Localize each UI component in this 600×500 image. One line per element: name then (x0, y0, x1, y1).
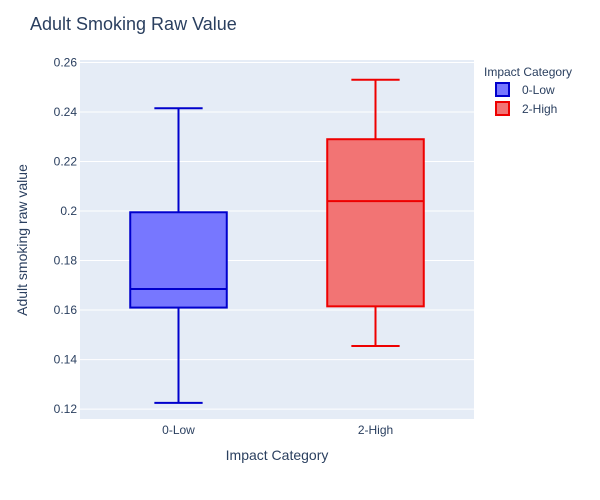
x-tick-label: 0-Low (162, 423, 195, 437)
y-axis-ticks: 0.12 0.14 0.16 0.18 0.2 0.22 0.24 0.26 (54, 55, 78, 416)
boxes (129, 78, 425, 404)
iqr-box (326, 138, 425, 308)
legend-label: 2-High (522, 102, 557, 116)
y-tick-label: 0.16 (54, 303, 78, 317)
x-axis-ticks: 0-Low 2-High (162, 423, 393, 437)
y-tick-label: 0.14 (54, 353, 78, 367)
y-tick-label: 0.24 (54, 105, 78, 119)
y-tick-label: 0.2 (60, 204, 77, 218)
y-tick-label: 0.26 (54, 55, 78, 69)
y-tick-label: 0.22 (54, 155, 78, 169)
legend[interactable]: Impact Category 0-Low 2-High (484, 65, 572, 116)
legend-swatch (495, 101, 510, 116)
box-2-High[interactable] (326, 78, 425, 347)
legend-label: 0-Low (522, 83, 555, 97)
x-tick-label: 2-High (358, 423, 393, 437)
box-0-Low[interactable] (129, 107, 228, 404)
y-tick-label: 0.12 (54, 402, 78, 416)
x-axis-title: Impact Category (226, 447, 329, 463)
chart-title: Adult Smoking Raw Value (30, 14, 237, 34)
legend-title: Impact Category (484, 65, 572, 79)
iqr-box (129, 211, 228, 309)
y-axis-title: Adult smoking raw value (14, 164, 30, 316)
legend-swatch (495, 82, 510, 97)
legend-item-2-High[interactable]: 2-High (495, 101, 557, 116)
legend-item-0-Low[interactable]: 0-Low (495, 82, 555, 97)
y-tick-label: 0.18 (54, 254, 78, 268)
